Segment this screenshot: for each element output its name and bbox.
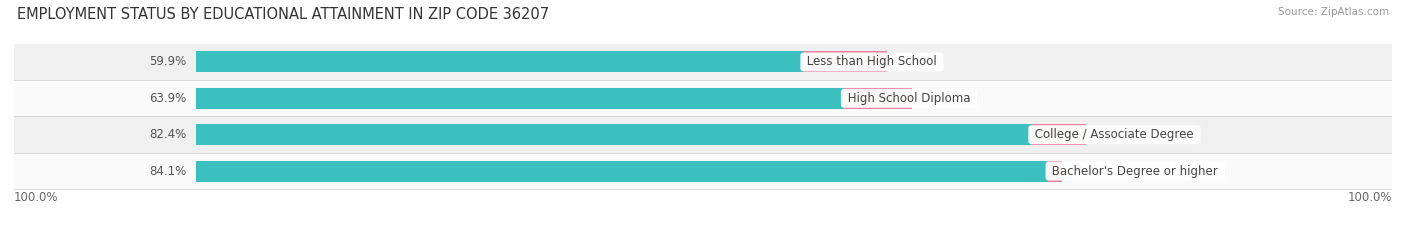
Text: 63.9%: 63.9% [149, 92, 186, 105]
Bar [197, 88, 844, 109]
Text: 100.0%: 100.0% [1347, 191, 1392, 204]
Text: EMPLOYMENT STATUS BY EDUCATIONAL ATTAINMENT IN ZIP CODE 36207: EMPLOYMENT STATUS BY EDUCATIONAL ATTAINM… [17, 7, 548, 22]
Bar [803, 51, 887, 72]
Text: 82.4%: 82.4% [149, 128, 186, 141]
Bar [197, 124, 1031, 145]
Bar [14, 80, 1392, 116]
Text: 6.7%: 6.7% [927, 92, 956, 105]
Text: Bachelor's Degree or higher: Bachelor's Degree or higher [1049, 164, 1222, 178]
Text: College / Associate Degree: College / Associate Degree [1031, 128, 1198, 141]
Bar [844, 88, 911, 109]
Bar [1049, 161, 1062, 182]
Bar [1031, 124, 1085, 145]
Text: 100.0%: 100.0% [14, 191, 59, 204]
Text: 59.9%: 59.9% [149, 55, 186, 69]
Text: Source: ZipAtlas.com: Source: ZipAtlas.com [1278, 7, 1389, 17]
Text: 5.4%: 5.4% [1101, 128, 1130, 141]
Bar [14, 116, 1392, 153]
Bar [197, 51, 803, 72]
Text: High School Diploma: High School Diploma [844, 92, 974, 105]
Bar [14, 153, 1392, 189]
Text: 8.3%: 8.3% [903, 55, 932, 69]
Bar [14, 44, 1392, 80]
Text: 1.3%: 1.3% [1077, 164, 1107, 178]
Text: Less than High School: Less than High School [803, 55, 941, 69]
Bar [197, 161, 1049, 182]
Text: 84.1%: 84.1% [149, 164, 186, 178]
